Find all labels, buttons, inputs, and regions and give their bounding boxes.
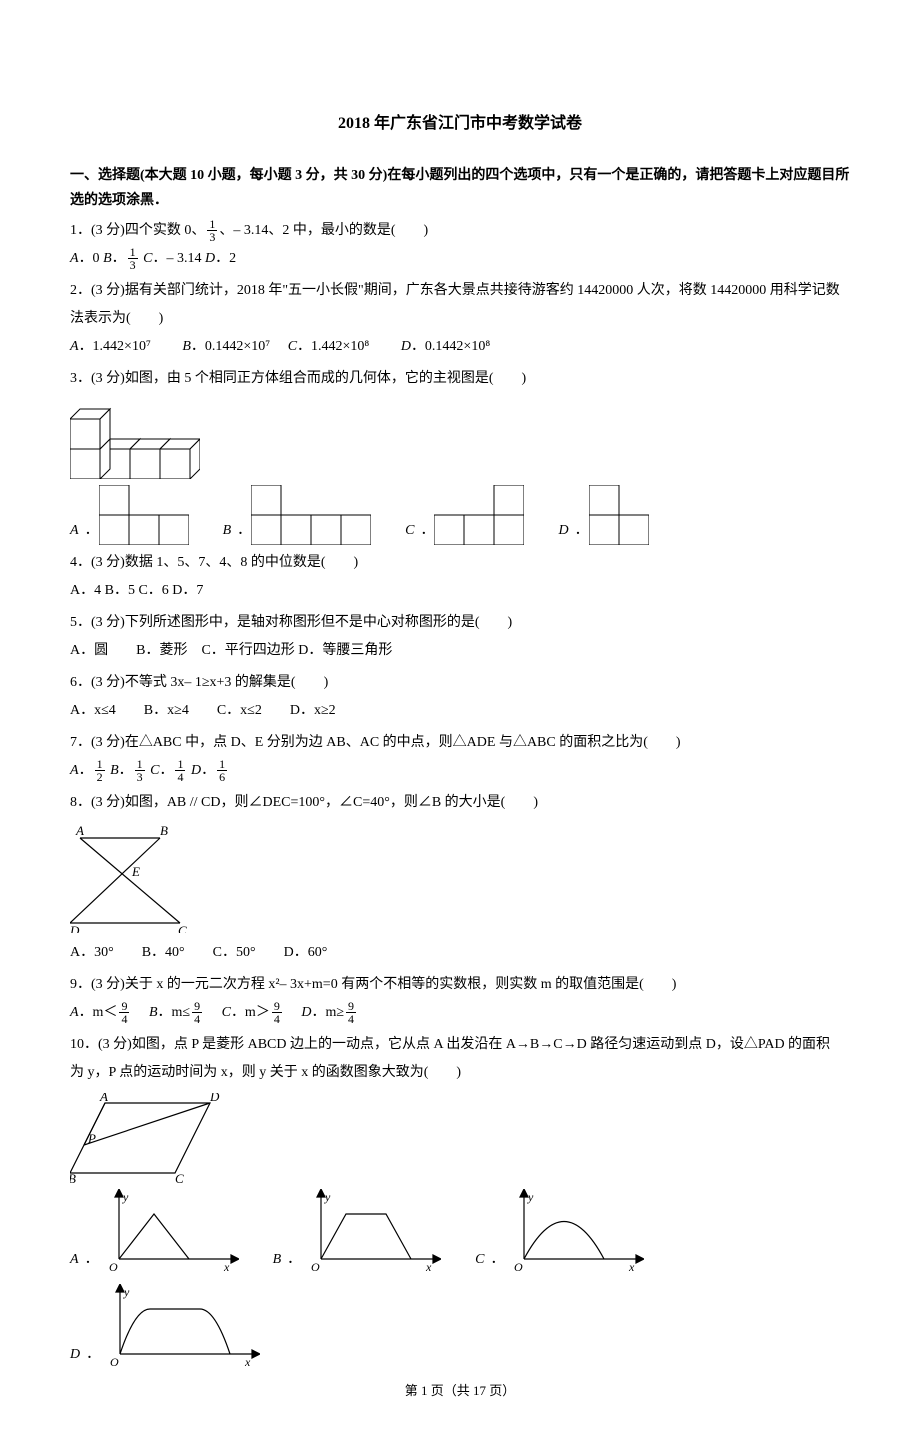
svg-text:B: B <box>160 823 168 838</box>
graph-a-icon: y x O <box>99 1189 239 1274</box>
question-3: 3．(3 分)如图，由 5 个相同正方体组合而成的几何体，它的主视图是( ) A… <box>70 365 850 545</box>
q4-options: A．4 B．5 C．6 D．7 <box>70 577 850 605</box>
q10-option-b: B． y x O <box>273 1189 442 1274</box>
svg-text:E: E <box>131 864 140 879</box>
question-4: 4．(3 分)数据 1、5、7、4、8 的中位数是( ) A．4 B．5 C．6… <box>70 549 850 605</box>
graph-c-icon: y x O <box>504 1189 644 1274</box>
question-6: 6．(3 分)不等式 3x– 1≥x+3 的解集是( ) A．x≤4 B．x≥4… <box>70 669 850 725</box>
svg-text:y: y <box>123 1285 130 1299</box>
graph-b-icon: y x O <box>301 1189 441 1274</box>
question-5: 5．(3 分)下列所述图形中，是轴对称图形但不是中心对称图形的是( ) A．圆 … <box>70 609 850 665</box>
view-d-icon <box>589 485 649 545</box>
rhombus-icon: A D B C P <box>70 1093 230 1183</box>
q10-option-d: D． y x O <box>70 1284 260 1369</box>
question-1: 1．(3 分)四个实数 0、13、– 3.14、2 中，最小的数是( ) A．0… <box>70 217 850 273</box>
question-9: 9．(3 分)关于 x 的一元二次方程 x²– 3x+m=0 有两个不相等的实数… <box>70 971 850 1027</box>
q9-options: A．m＜94 B．m≤94 C．m＞94 D．m≥94 <box>70 999 850 1027</box>
q3-option-c: C． <box>405 485 524 545</box>
view-a-icon <box>99 485 189 545</box>
q8-options: A．30° B．40° C．50° D．60° <box>70 939 850 967</box>
q3-option-b: B． <box>223 485 372 545</box>
svg-text:O: O <box>110 1355 119 1369</box>
q3-option-a: A． <box>70 485 189 545</box>
svg-text:O: O <box>311 1260 320 1274</box>
question-2: 2．(3 分)据有关部门统计，2018 年"五一小长假"期间，广东各大景点共接待… <box>70 277 850 361</box>
q3-solid-figure <box>70 399 850 479</box>
svg-text:x: x <box>425 1260 432 1274</box>
q1-prefix: 1．(3 分)四个实数 0、 <box>70 223 205 238</box>
q8-figure: A B D C E <box>70 823 850 933</box>
view-b-icon <box>251 485 371 545</box>
question-7: 7．(3 分)在△ABC 中，点 D、E 分别为边 AB、AC 的中点，则△AD… <box>70 729 850 785</box>
question-8: 8．(3 分)如图，AB // CD，则∠DEC=100°，∠C=40°，则∠B… <box>70 789 850 967</box>
graph-d-icon: y x O <box>100 1284 260 1369</box>
lines-cross-icon: A B D C E <box>70 823 200 933</box>
svg-text:y: y <box>122 1190 129 1204</box>
frac-icon: 13 <box>207 218 217 243</box>
q6-options: A．x≤4 B．x≥4 C．x≤2 D．x≥2 <box>70 697 850 725</box>
section-header: 一、选择题(本大题 10 小题，每小题 3 分，共 30 分)在每小题列出的四个… <box>70 163 850 213</box>
svg-text:D: D <box>209 1093 220 1104</box>
q3-option-d: D． <box>558 485 648 545</box>
svg-text:C: C <box>178 923 187 933</box>
q10-option-c: C． y x O <box>475 1189 644 1274</box>
q7-options: A．12 B．13 C．14 D．16 <box>70 757 850 785</box>
q5-options: A．圆 B．菱形 C．平行四边形 D．等腰三角形 <box>70 637 850 665</box>
svg-text:B: B <box>70 1171 76 1183</box>
q1-suffix: 、– 3.14、2 中，最小的数是( ) <box>219 223 428 238</box>
svg-text:A: A <box>99 1093 108 1104</box>
view-c-icon <box>434 485 524 545</box>
q2-options: A．1.442×10⁷ B．0.1442×10⁷ C．1.442×10⁸ D．0… <box>70 333 850 361</box>
svg-text:x: x <box>244 1355 251 1369</box>
q10-option-a: A． y x O <box>70 1189 239 1274</box>
page-footer: 第 1 页（共 17 页） <box>70 1379 850 1402</box>
page-title: 2018 年广东省江门市中考数学试卷 <box>70 110 850 139</box>
q10-options: A． y x O B． y x <box>70 1189 850 1369</box>
q1-options: A．0 B．13 C．– 3.14 D．2 <box>70 245 850 273</box>
question-10: 10．(3 分)如图，点 P 是菱形 ABCD 边上的一动点，它从点 A 出发沿… <box>70 1031 850 1369</box>
svg-text:y: y <box>527 1190 534 1204</box>
svg-text:P: P <box>87 1131 96 1146</box>
svg-text:C: C <box>175 1171 184 1183</box>
svg-text:A: A <box>75 823 84 838</box>
q3-options: A． B． C． D． <box>70 485 850 545</box>
svg-text:O: O <box>514 1260 523 1274</box>
svg-text:D: D <box>70 923 80 933</box>
svg-text:O: O <box>109 1260 118 1274</box>
cubes-icon <box>70 399 200 479</box>
svg-text:x: x <box>628 1260 635 1274</box>
svg-text:y: y <box>324 1190 331 1204</box>
svg-text:x: x <box>223 1260 230 1274</box>
q10-rhombus-figure: A D B C P <box>70 1093 850 1183</box>
